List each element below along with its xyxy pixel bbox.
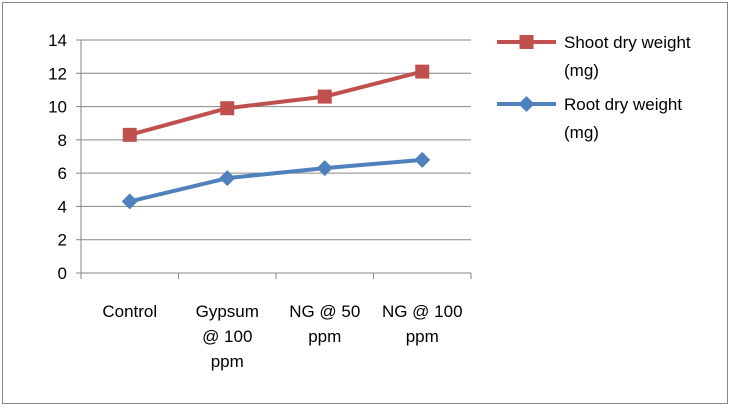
y-tick-label: 10 — [48, 98, 67, 117]
legend-marker-diamond — [518, 96, 535, 112]
data-point-diamond — [414, 151, 431, 168]
y-tick-label: 8 — [58, 131, 67, 150]
data-point-diamond — [316, 160, 333, 177]
y-tick-label: 14 — [48, 31, 67, 50]
chart-frame — [2, 2, 728, 404]
y-tick-label: 4 — [58, 197, 67, 216]
x-tick-label: Control — [102, 302, 157, 321]
data-point-square — [317, 89, 332, 104]
x-tick-label: Gypsum @ 100 ppm — [196, 302, 259, 371]
y-tick-label: 6 — [58, 164, 67, 183]
data-point-square — [415, 64, 430, 79]
legend-label: Root dry weight (mg) — [564, 95, 682, 142]
x-tick-label: NG @ 50 ppm — [289, 302, 360, 346]
data-point-square — [220, 101, 235, 116]
series-line — [129, 157, 423, 204]
series-line — [129, 69, 423, 137]
data-point-diamond — [121, 193, 138, 210]
data-point-diamond — [219, 170, 236, 187]
x-tick-label: NG @ 100 ppm — [382, 302, 463, 346]
legend-marker-square — [519, 35, 534, 49]
data-point-square — [122, 127, 137, 142]
y-tick-label: 0 — [58, 264, 67, 283]
y-tick-label: 12 — [48, 64, 67, 83]
legend-label: Shoot dry weight (mg) — [564, 33, 691, 80]
y-tick-label: 2 — [58, 231, 67, 250]
